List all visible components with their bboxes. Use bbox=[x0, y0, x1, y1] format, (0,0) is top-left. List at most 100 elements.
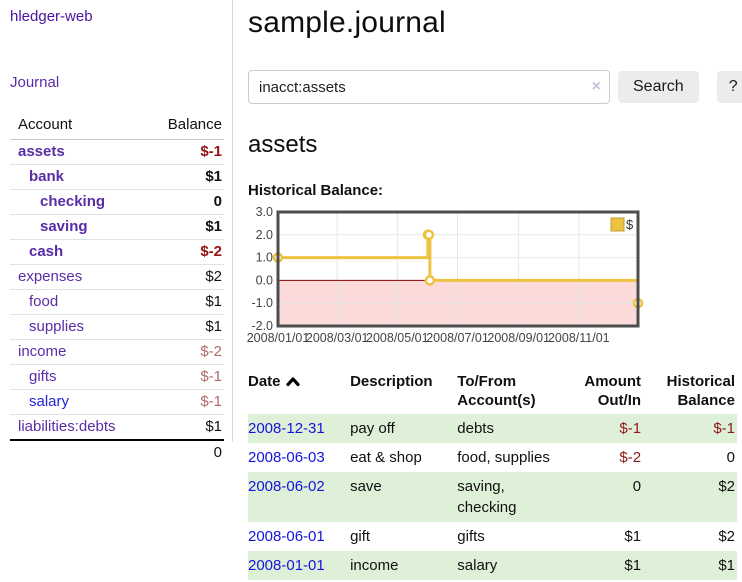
account-row: liabilities:debts $1 bbox=[10, 414, 224, 441]
x-tick-label: 2008/03/01 bbox=[306, 331, 369, 345]
transaction-accounts: salary bbox=[457, 557, 498, 574]
account-row: supplies $1 bbox=[10, 314, 224, 340]
y-tick-label: -2.0 bbox=[251, 319, 273, 333]
register-row: 2008-12-31 pay off debts $-1 $-1 bbox=[248, 414, 737, 443]
account-link[interactable]: salary bbox=[29, 393, 70, 410]
header-label: Historical bbox=[666, 373, 735, 390]
clear-search-icon[interactable]: × bbox=[591, 78, 601, 95]
account-row: checking 0 bbox=[10, 189, 224, 215]
register-header-description: Description bbox=[350, 368, 457, 414]
account-heading: assets bbox=[248, 131, 318, 158]
account-balance: $-1 bbox=[143, 139, 224, 165]
transaction-balance: $-1 bbox=[713, 420, 735, 437]
legend-label: $ bbox=[626, 217, 634, 232]
account-balance: $1 bbox=[143, 314, 224, 340]
search-button[interactable]: Search bbox=[618, 71, 699, 103]
main-content: sample.journal × Search ? assets Histori… bbox=[247, 0, 742, 580]
accounts-header-row: Account Balance bbox=[10, 112, 224, 140]
x-tick-label: 2008/09/01 bbox=[487, 331, 550, 345]
header-label: Description bbox=[350, 373, 433, 390]
transaction-accounts: debts bbox=[457, 420, 494, 437]
y-tick-label: 2.0 bbox=[256, 228, 273, 242]
register-header-to-from: To/From Account(s) bbox=[457, 368, 571, 414]
y-tick-label: 3.0 bbox=[256, 205, 273, 219]
account-link[interactable]: supplies bbox=[29, 318, 85, 335]
transaction-date-link[interactable]: 2008-01-01 bbox=[248, 557, 325, 574]
chart-title: Historical Balance: bbox=[248, 182, 384, 199]
transaction-description: pay off bbox=[350, 420, 395, 437]
transaction-amount: $1 bbox=[624, 528, 642, 545]
account-link[interactable]: liabilities:debts bbox=[18, 418, 116, 435]
accounts-header-account: Account bbox=[10, 112, 144, 140]
transaction-description: eat & shop bbox=[350, 449, 422, 466]
x-tick-label: 2008/11/01 bbox=[548, 331, 610, 345]
accounts-total-row: 0 bbox=[10, 439, 224, 465]
account-balance: $1 bbox=[143, 289, 224, 315]
transaction-date-link[interactable]: 2008-06-01 bbox=[248, 528, 325, 545]
y-tick-label: 1.0 bbox=[256, 251, 273, 265]
account-row: food $1 bbox=[10, 289, 224, 315]
transaction-description: gift bbox=[350, 528, 371, 545]
account-balance: $-1 bbox=[143, 364, 224, 390]
header-label: To/From bbox=[457, 373, 517, 390]
help-button[interactable]: ? bbox=[716, 71, 742, 103]
chart-border bbox=[276, 210, 640, 328]
header-label-line2: Account(s) bbox=[457, 392, 536, 409]
account-link[interactable]: checking bbox=[40, 193, 106, 210]
search-input[interactable] bbox=[248, 70, 610, 104]
header-label: Amount bbox=[584, 373, 642, 390]
legend-swatch bbox=[610, 217, 625, 232]
sidebar-item-journal[interactable]: Journal bbox=[10, 74, 60, 91]
chart-holder: $3.0 2.0 1.0 0.0 -1.0 -2.0 2008/01/01 2008/03/0… bbox=[247, 205, 737, 354]
transaction-date-link[interactable]: 2008-12-31 bbox=[248, 420, 325, 437]
account-link[interactable]: expenses bbox=[18, 268, 83, 285]
transaction-date-link[interactable]: 2008-06-03 bbox=[248, 449, 325, 466]
register-header-historical: Historical Balance bbox=[643, 368, 737, 414]
register-row: 2008-06-03 eat & shop food, supplies $-2 0 bbox=[248, 443, 737, 472]
account-link[interactable]: saving bbox=[40, 218, 88, 235]
search-form: × Search ? bbox=[248, 70, 742, 104]
account-link[interactable]: assets bbox=[18, 143, 65, 160]
transaction-balance: $1 bbox=[718, 557, 735, 574]
account-balance: $-1 bbox=[143, 389, 224, 415]
account-balance: $-2 bbox=[143, 239, 224, 265]
header-label-line2: Balance bbox=[677, 392, 735, 409]
account-balance: $1 bbox=[143, 414, 224, 441]
transaction-amount: $1 bbox=[624, 557, 642, 574]
x-tick-label: 2008/01/01 bbox=[247, 331, 310, 345]
sort-asc-icon bbox=[285, 377, 300, 387]
account-balance: 0 bbox=[143, 189, 224, 215]
register-row: 2008-06-01 gift gifts $1 $2 bbox=[248, 522, 737, 551]
account-link[interactable]: cash bbox=[29, 243, 64, 260]
account-balance: $2 bbox=[143, 264, 224, 290]
account-balance: $1 bbox=[143, 164, 224, 190]
transaction-description: save bbox=[350, 478, 382, 495]
transaction-balance: $2 bbox=[718, 528, 735, 545]
account-link[interactable]: income bbox=[18, 343, 67, 360]
brand-link[interactable]: hledger-web bbox=[10, 8, 93, 25]
account-link[interactable]: gifts bbox=[29, 368, 57, 385]
accounts-header-balance: Balance bbox=[143, 112, 224, 140]
account-link[interactable]: bank bbox=[29, 168, 65, 185]
transaction-amount: $-2 bbox=[619, 449, 642, 466]
transaction-amount: $-1 bbox=[619, 420, 642, 437]
register-row: 2008-01-01 income salary $1 $1 bbox=[248, 551, 737, 580]
account-row: saving $1 bbox=[10, 214, 224, 240]
register-header-amount: Amount Out/In bbox=[572, 368, 643, 414]
sidebar: hledger-web Journal Account Balance asse… bbox=[0, 0, 233, 465]
register-header-date[interactable]: Date bbox=[248, 368, 350, 414]
account-row: gifts $-1 bbox=[10, 364, 224, 390]
transaction-description: income bbox=[350, 557, 399, 574]
register-header-row: Date Description To/From Account(s) Amount Ou… bbox=[248, 368, 737, 414]
account-link[interactable]: food bbox=[29, 293, 59, 310]
search-input-wrap: × bbox=[248, 70, 610, 104]
account-row: cash $-2 bbox=[10, 239, 224, 265]
historical-balance-chart: $3.0 2.0 1.0 0.0 -1.0 -2.02008/01/012008/03/0… bbox=[247, 205, 644, 345]
register-row: 2008-06-02 save saving, checking 0 $2 bbox=[248, 472, 737, 522]
transaction-date-link[interactable]: 2008-06-02 bbox=[248, 478, 325, 495]
account-row: assets $-1 bbox=[10, 139, 224, 165]
account-balance: $1 bbox=[143, 214, 224, 240]
data-point-marker bbox=[423, 229, 435, 241]
account-row: bank $1 bbox=[10, 164, 224, 190]
accounts-total-value: 0 bbox=[143, 439, 224, 465]
